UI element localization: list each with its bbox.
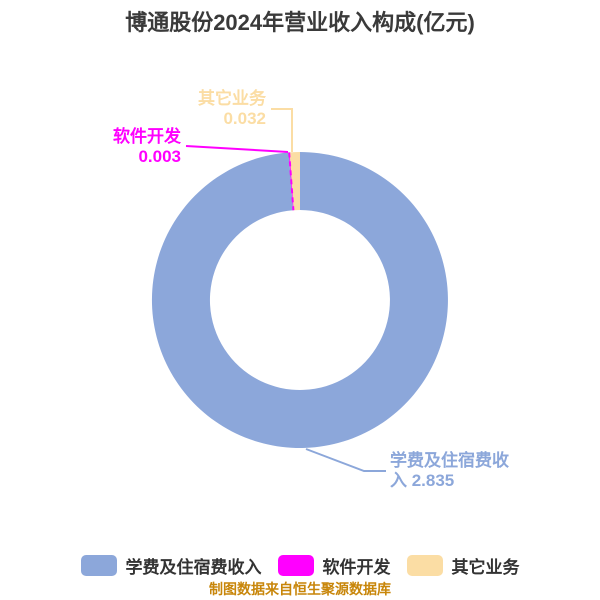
- legend-item-tuition[interactable]: 学费及住宿费收入: [80, 553, 262, 578]
- leader-line-software: [185, 145, 289, 153]
- callout-software-dev: 软件开发 0.003: [113, 127, 181, 167]
- callout-software-dev-value: 0.003: [138, 147, 181, 166]
- legend-label-tuition: 学费及住宿费收入: [125, 558, 262, 577]
- callout-tuition-revenue: 学费及住宿费收 入 2.835: [390, 451, 509, 491]
- legend-label-software: 软件开发: [322, 558, 391, 577]
- callout-software-dev-name: 软件开发: [113, 127, 181, 146]
- callout-other-business-value: 0.032: [223, 109, 266, 128]
- chart-title: 博通股份2024年营业收入构成(亿元): [125, 10, 475, 35]
- legend-swatch-other-icon: [406, 555, 443, 576]
- legend-swatch-tuition-icon: [80, 555, 117, 576]
- legend-item-other[interactable]: 其它业务: [406, 553, 520, 578]
- legend-label-other: 其它业务: [451, 558, 520, 577]
- slice-tuition-revenue[interactable]: [151, 152, 448, 448]
- callout-other-business: 其它业务 0.032: [198, 89, 266, 129]
- slice-other-business[interactable]: [289, 151, 300, 211]
- legend-swatch-software-icon: [277, 555, 314, 576]
- legend-item-software[interactable]: 软件开发: [277, 553, 391, 578]
- legend: 学费及住宿费收入 软件开发 其它业务: [0, 553, 600, 578]
- callout-tuition-revenue-name: 学费及住宿费收: [390, 451, 509, 470]
- data-source-note: 制图数据来自恒生聚源数据库: [209, 581, 391, 597]
- slice-software-dev-marker: [288, 152, 295, 211]
- leader-line-tuition: [305, 448, 386, 472]
- callout-other-business-name: 其它业务: [198, 89, 266, 108]
- leader-line-other: [271, 108, 293, 152]
- callout-tuition-revenue-value: 入 2.835: [390, 471, 455, 490]
